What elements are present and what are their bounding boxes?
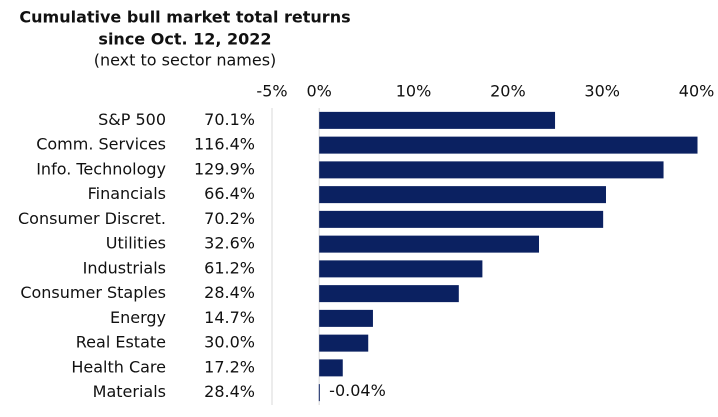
category-label: Health Care [71, 357, 166, 376]
return-label: 61.2% [204, 258, 255, 277]
bar [319, 210, 604, 228]
bar [319, 334, 369, 352]
return-label: 32.6% [204, 234, 255, 253]
x-tick-label: 10% [396, 82, 432, 101]
return-label: 30.0% [204, 333, 255, 352]
bar [319, 186, 606, 204]
return-label: 17.2% [204, 357, 255, 376]
category-label: Utilities [106, 234, 166, 253]
chart-subtitle: (next to sector names) [94, 51, 277, 70]
category-label: Materials [93, 382, 166, 401]
x-tick-label: 40% [679, 82, 715, 101]
category-label: Real Estate [76, 333, 166, 352]
bar [319, 235, 540, 253]
category-label: S&P 500 [98, 110, 166, 129]
bar [319, 359, 343, 377]
category-label: Info. Technology [36, 159, 166, 178]
x-tick-label: 30% [584, 82, 620, 101]
x-tick-label: -5% [256, 82, 287, 101]
category-label: Industrials [83, 258, 166, 277]
bar [319, 136, 698, 154]
return-label: 116.4% [194, 135, 255, 154]
bar [318, 384, 320, 402]
value-label: -0.04% [329, 381, 386, 400]
category-label: Energy [110, 308, 166, 327]
category-label: Financials [88, 184, 166, 203]
return-label: 14.7% [204, 308, 255, 327]
bar [319, 309, 373, 327]
return-label: 129.9% [194, 159, 255, 178]
bar [319, 260, 483, 278]
return-label: 70.2% [204, 209, 255, 228]
x-tick-label: 0% [306, 82, 331, 101]
return-label: 28.4% [204, 283, 255, 302]
return-label: 66.4% [204, 184, 255, 203]
category-label: Comm. Services [36, 135, 166, 154]
category-label: Consumer Discret. [18, 209, 166, 228]
bar [319, 111, 556, 129]
return-label: 70.1% [204, 110, 255, 129]
bar [319, 285, 459, 303]
return-label: 28.4% [204, 382, 255, 401]
chart-title: since Oct. 12, 2022 [98, 30, 271, 49]
chart-title: Cumulative bull market total returns [19, 8, 350, 27]
category-label: Consumer Staples [20, 283, 166, 302]
bar [319, 161, 664, 179]
x-tick-label: 20% [490, 82, 526, 101]
